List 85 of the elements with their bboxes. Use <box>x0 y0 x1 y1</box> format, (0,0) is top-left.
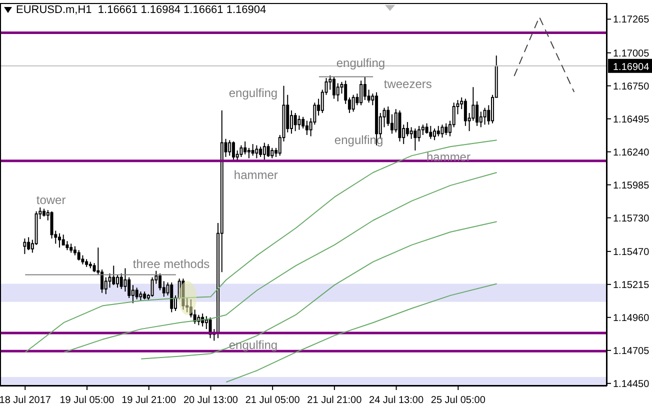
x-tick-label: 18 Jul 2017 <box>0 395 52 406</box>
candlestick <box>23 238 26 255</box>
candlestick <box>27 236 30 251</box>
candlestick <box>244 140 247 155</box>
candlestick <box>436 125 440 137</box>
candlestick <box>302 116 305 130</box>
candlestick <box>193 309 196 324</box>
candlestick <box>128 276 131 299</box>
y-tick-label: 1.16750 <box>613 81 650 92</box>
y-tick-label: 1.14450 <box>613 378 650 390</box>
ref-line-label: 1.16904 <box>613 62 650 73</box>
candlestick <box>116 274 119 288</box>
candlestick <box>414 128 417 152</box>
candlestick <box>124 268 127 292</box>
y-tick-label: 1.15470 <box>613 246 650 258</box>
candlestick <box>108 272 112 288</box>
candlestick <box>332 76 336 100</box>
annotation: tower <box>36 193 66 207</box>
annotation: tweezers <box>384 77 432 91</box>
candlestick <box>58 232 61 248</box>
candlestick <box>120 272 123 290</box>
candlestick <box>189 298 192 318</box>
candlestick <box>390 114 394 134</box>
candlestick <box>429 125 432 140</box>
candlestick <box>363 76 366 101</box>
candlestick <box>406 122 409 137</box>
annotation: hammer <box>234 168 278 182</box>
y-tick-label: 1.15985 <box>613 180 650 192</box>
candlestick <box>77 250 80 261</box>
candlestick <box>433 128 436 141</box>
candlestick <box>139 291 142 302</box>
annotation: engulfing <box>228 86 278 100</box>
candlestick <box>418 125 421 142</box>
candlestick <box>262 142 266 160</box>
candlestick <box>305 120 308 136</box>
annotation: three methods <box>132 257 210 271</box>
candlestick <box>251 144 254 156</box>
candlestick <box>73 246 76 256</box>
candlestick <box>266 144 270 158</box>
candlestick <box>483 107 486 126</box>
candlestick <box>255 144 258 159</box>
candlestick <box>410 126 413 140</box>
y-tick-label: 1.17265 <box>613 14 650 26</box>
candlestick <box>247 147 250 159</box>
candlestick <box>259 146 262 158</box>
y-tick-label: 1.14705 <box>613 346 650 357</box>
candlestick <box>70 243 73 254</box>
candlestick <box>464 98 467 126</box>
candlestick <box>421 124 424 136</box>
candlestick <box>100 269 104 294</box>
candlestick <box>240 144 243 158</box>
annotation: engulfing <box>336 56 386 70</box>
candlestick <box>228 140 232 156</box>
x-tick-label: 21 Jul 21:00 <box>307 395 362 406</box>
candlestick <box>336 82 340 102</box>
x-tick-label: 25 Jul 05:00 <box>430 395 486 406</box>
y-tick-label: 1.14960 <box>613 312 650 324</box>
y-tick-label: 1.17005 <box>613 48 650 60</box>
x-tick-label: 24 Jul 13:00 <box>369 395 424 406</box>
candlestick <box>232 140 235 160</box>
candlestick <box>440 124 444 138</box>
candlestick <box>476 100 479 126</box>
candlestick <box>360 80 363 106</box>
line-series <box>226 283 498 383</box>
chart-title: EURUSD.m,H1 1.16661 1.16984 1.16661 1.16904 <box>16 4 266 16</box>
x-tick-label: 21 Jul 05:00 <box>245 395 300 406</box>
candlestick <box>298 115 301 130</box>
candlestick <box>158 272 162 291</box>
candlestick <box>352 94 355 112</box>
candlestick <box>270 147 274 159</box>
y-tick-label: 1.16495 <box>613 114 650 126</box>
y-tick-label: 1.16240 <box>613 147 650 158</box>
x-tick-label: 20 Jul 13:00 <box>183 395 238 406</box>
y-tick-label: 1.15730 <box>613 213 650 224</box>
candlestick <box>444 122 448 136</box>
x-tick-label: 19 Jul 21:00 <box>122 395 177 406</box>
candlestick <box>112 265 116 286</box>
y-tick-label: 1.15215 <box>613 280 650 291</box>
candlestick <box>170 282 174 313</box>
candlestick <box>386 106 390 126</box>
candlestick <box>66 240 69 251</box>
x-tick-label: 19 Jul 05:00 <box>60 395 115 406</box>
annotation: engulfing <box>228 338 278 352</box>
candlestick <box>294 112 297 132</box>
candlestick <box>135 287 138 300</box>
